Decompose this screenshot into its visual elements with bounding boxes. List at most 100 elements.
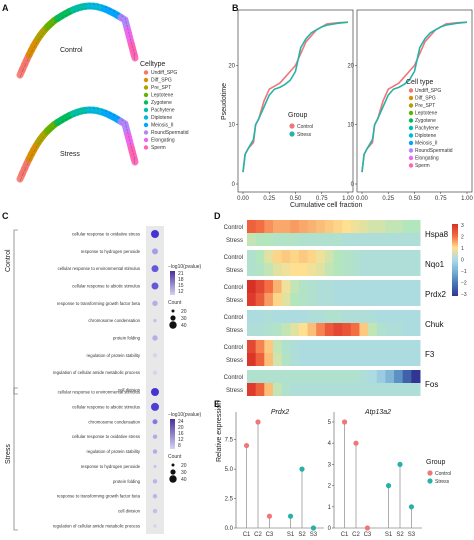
go-term-stress: response to transforming growth factor b… bbox=[57, 494, 141, 499]
velocity-stream-stress bbox=[133, 160, 136, 165]
heatmap-cell-nqo1 bbox=[324, 250, 334, 263]
legend-label-RoundSpermatid: RoundSpermatid bbox=[151, 130, 189, 136]
panel-e-ylabel: Relative expression bbox=[216, 401, 223, 462]
heatmap-cell-hspa8 bbox=[342, 220, 352, 233]
y-tick-label: 7.5 bbox=[225, 438, 234, 444]
y-tick-label: 5 bbox=[328, 420, 332, 426]
legend-key-Elongating bbox=[143, 137, 149, 143]
heatmap-cell-hspa8 bbox=[342, 233, 352, 246]
go-term-stress: cell division bbox=[118, 509, 141, 514]
group-key-control bbox=[289, 123, 295, 129]
heatmap-cell-hspa8 bbox=[281, 220, 291, 233]
legend-key-Sperm bbox=[143, 145, 149, 150]
legend-label-Sperm: Sperm bbox=[151, 145, 166, 151]
heatmap-cell-fos bbox=[342, 383, 352, 396]
go-dot-stress bbox=[152, 494, 158, 499]
heatmap-cell-hspa8 bbox=[350, 220, 360, 233]
heatmap-row-label: Stress bbox=[226, 238, 243, 244]
legend-label-Meiosis_II: Meiosis_II bbox=[151, 123, 174, 129]
go-dot-control bbox=[151, 282, 159, 290]
heatmap-cell-chuk bbox=[402, 323, 412, 336]
heatmap-scale-tick: 0 bbox=[461, 258, 464, 264]
pvalue-tick-control: 12 bbox=[178, 289, 184, 295]
panel-a-control-label: Control bbox=[60, 47, 83, 54]
heatmap-cell-prdx2 bbox=[316, 280, 326, 293]
heatmap-cell-chuk bbox=[255, 323, 265, 336]
heatmap-cell-fos bbox=[316, 370, 326, 383]
heatmap-cell-nqo1 bbox=[402, 263, 412, 276]
go-term-control: chromosome condensation bbox=[88, 318, 140, 323]
heatmap-cell-fos bbox=[411, 370, 421, 383]
heatmap-cell-f3 bbox=[272, 353, 283, 366]
x-tick-label: C1 bbox=[243, 532, 251, 538]
pvalue-tick-stress: 24 bbox=[178, 419, 184, 425]
go-term-control: cellular response to oxidative stress bbox=[72, 232, 140, 237]
legend-label-Diplotene: Diplotene bbox=[415, 133, 436, 139]
panel-d-heatmap: Control Stress Hspa8 Control Stress Nqo1 Contr… bbox=[224, 220, 467, 396]
heatmap-cell-nqo1 bbox=[290, 263, 300, 276]
go-term-control: response to transforming growth factor b… bbox=[57, 301, 141, 306]
lollipop-head-s2 bbox=[397, 461, 403, 467]
go-term-control: cellular response to abiotic stimulus bbox=[72, 284, 140, 289]
heatmap-cell-fos bbox=[272, 370, 283, 383]
legend-key-Pachytene bbox=[408, 125, 414, 131]
heatmap-cell-nqo1 bbox=[324, 263, 334, 276]
heatmap-cell-f3 bbox=[359, 353, 369, 366]
heatmap-cell-fos bbox=[411, 383, 421, 396]
go-term-stress: cellular response to environmental stimu… bbox=[58, 390, 140, 395]
heatmap-cell-prdx2 bbox=[333, 280, 343, 293]
count-tick-stress: 40 bbox=[181, 477, 187, 483]
heatmap-cell-fos bbox=[290, 370, 300, 383]
heatmap-cell-f3 bbox=[333, 340, 343, 353]
group-label-stress: Stress bbox=[435, 479, 450, 485]
heatmap-cell-hspa8 bbox=[368, 233, 378, 246]
pvalue-tick-control: 18 bbox=[178, 277, 184, 283]
heatmap-cell-hspa8 bbox=[333, 233, 343, 246]
lollipop-head-s3 bbox=[408, 504, 415, 510]
heatmap-cell-chuk bbox=[307, 310, 317, 323]
heatmap-cell-chuk bbox=[247, 310, 257, 323]
legend-label-Diplotene: Diplotene bbox=[151, 115, 172, 121]
heatmap-cell-prdx2 bbox=[255, 293, 265, 306]
heatmap-cell-hspa8 bbox=[385, 220, 395, 233]
heatmap-cell-f3 bbox=[255, 340, 265, 353]
panel-d-label: D bbox=[214, 211, 221, 221]
heatmap-cell-hspa8 bbox=[324, 233, 334, 246]
dotplot-panel-bg bbox=[146, 384, 164, 534]
x-tick-label: 1.00 bbox=[461, 196, 473, 202]
go-dot-stress bbox=[152, 419, 158, 425]
heatmap-cell-f3 bbox=[350, 340, 360, 353]
heatmap-cell-nqo1 bbox=[350, 263, 360, 276]
heatmap-cell-f3 bbox=[342, 353, 352, 366]
heatmap-cell-hspa8 bbox=[376, 220, 386, 233]
legend-key-Undiff_SPG bbox=[408, 88, 414, 93]
go-term-stress: chromosome condensation bbox=[88, 419, 140, 424]
heatmap-cell-hspa8 bbox=[255, 233, 265, 246]
heatmap-cell-prdx2 bbox=[281, 280, 291, 293]
heatmap-row-label: Control bbox=[224, 375, 243, 381]
heatmap-cell-hspa8 bbox=[368, 220, 378, 233]
count-tick-control: 20 bbox=[181, 309, 187, 315]
heatmap-cell-prdx2 bbox=[394, 293, 404, 306]
heatmap-cell-f3 bbox=[359, 340, 369, 353]
lollipop-head-s1 bbox=[385, 483, 392, 489]
heatmap-cell-nqo1 bbox=[281, 250, 291, 263]
group-key-stress bbox=[427, 478, 433, 484]
lollipop-head-s2 bbox=[299, 466, 305, 472]
heatmap-cell-f3 bbox=[281, 353, 291, 366]
go-dot-control bbox=[153, 318, 157, 323]
go-term-stress: regulation of protein stability bbox=[86, 449, 140, 454]
series-line-control bbox=[242, 21, 349, 173]
go-term-stress: cellular response to abiotic stimulus bbox=[72, 404, 140, 409]
pvalue-colorbar-control bbox=[170, 271, 175, 295]
heatmap-cell-fos bbox=[350, 383, 360, 396]
heatmap-cell-hspa8 bbox=[316, 220, 326, 233]
x-tick-label: C3 bbox=[266, 532, 274, 538]
heatmap-cell-hspa8 bbox=[264, 233, 274, 246]
legend-key-Zygotene bbox=[408, 118, 414, 123]
heatmap-row-label: Control bbox=[224, 285, 243, 291]
heatmap-cell-f3 bbox=[316, 340, 326, 353]
panel-e-label: E bbox=[214, 399, 220, 409]
heatmap-cell-fos bbox=[342, 370, 352, 383]
go-dot-stress bbox=[151, 388, 159, 396]
